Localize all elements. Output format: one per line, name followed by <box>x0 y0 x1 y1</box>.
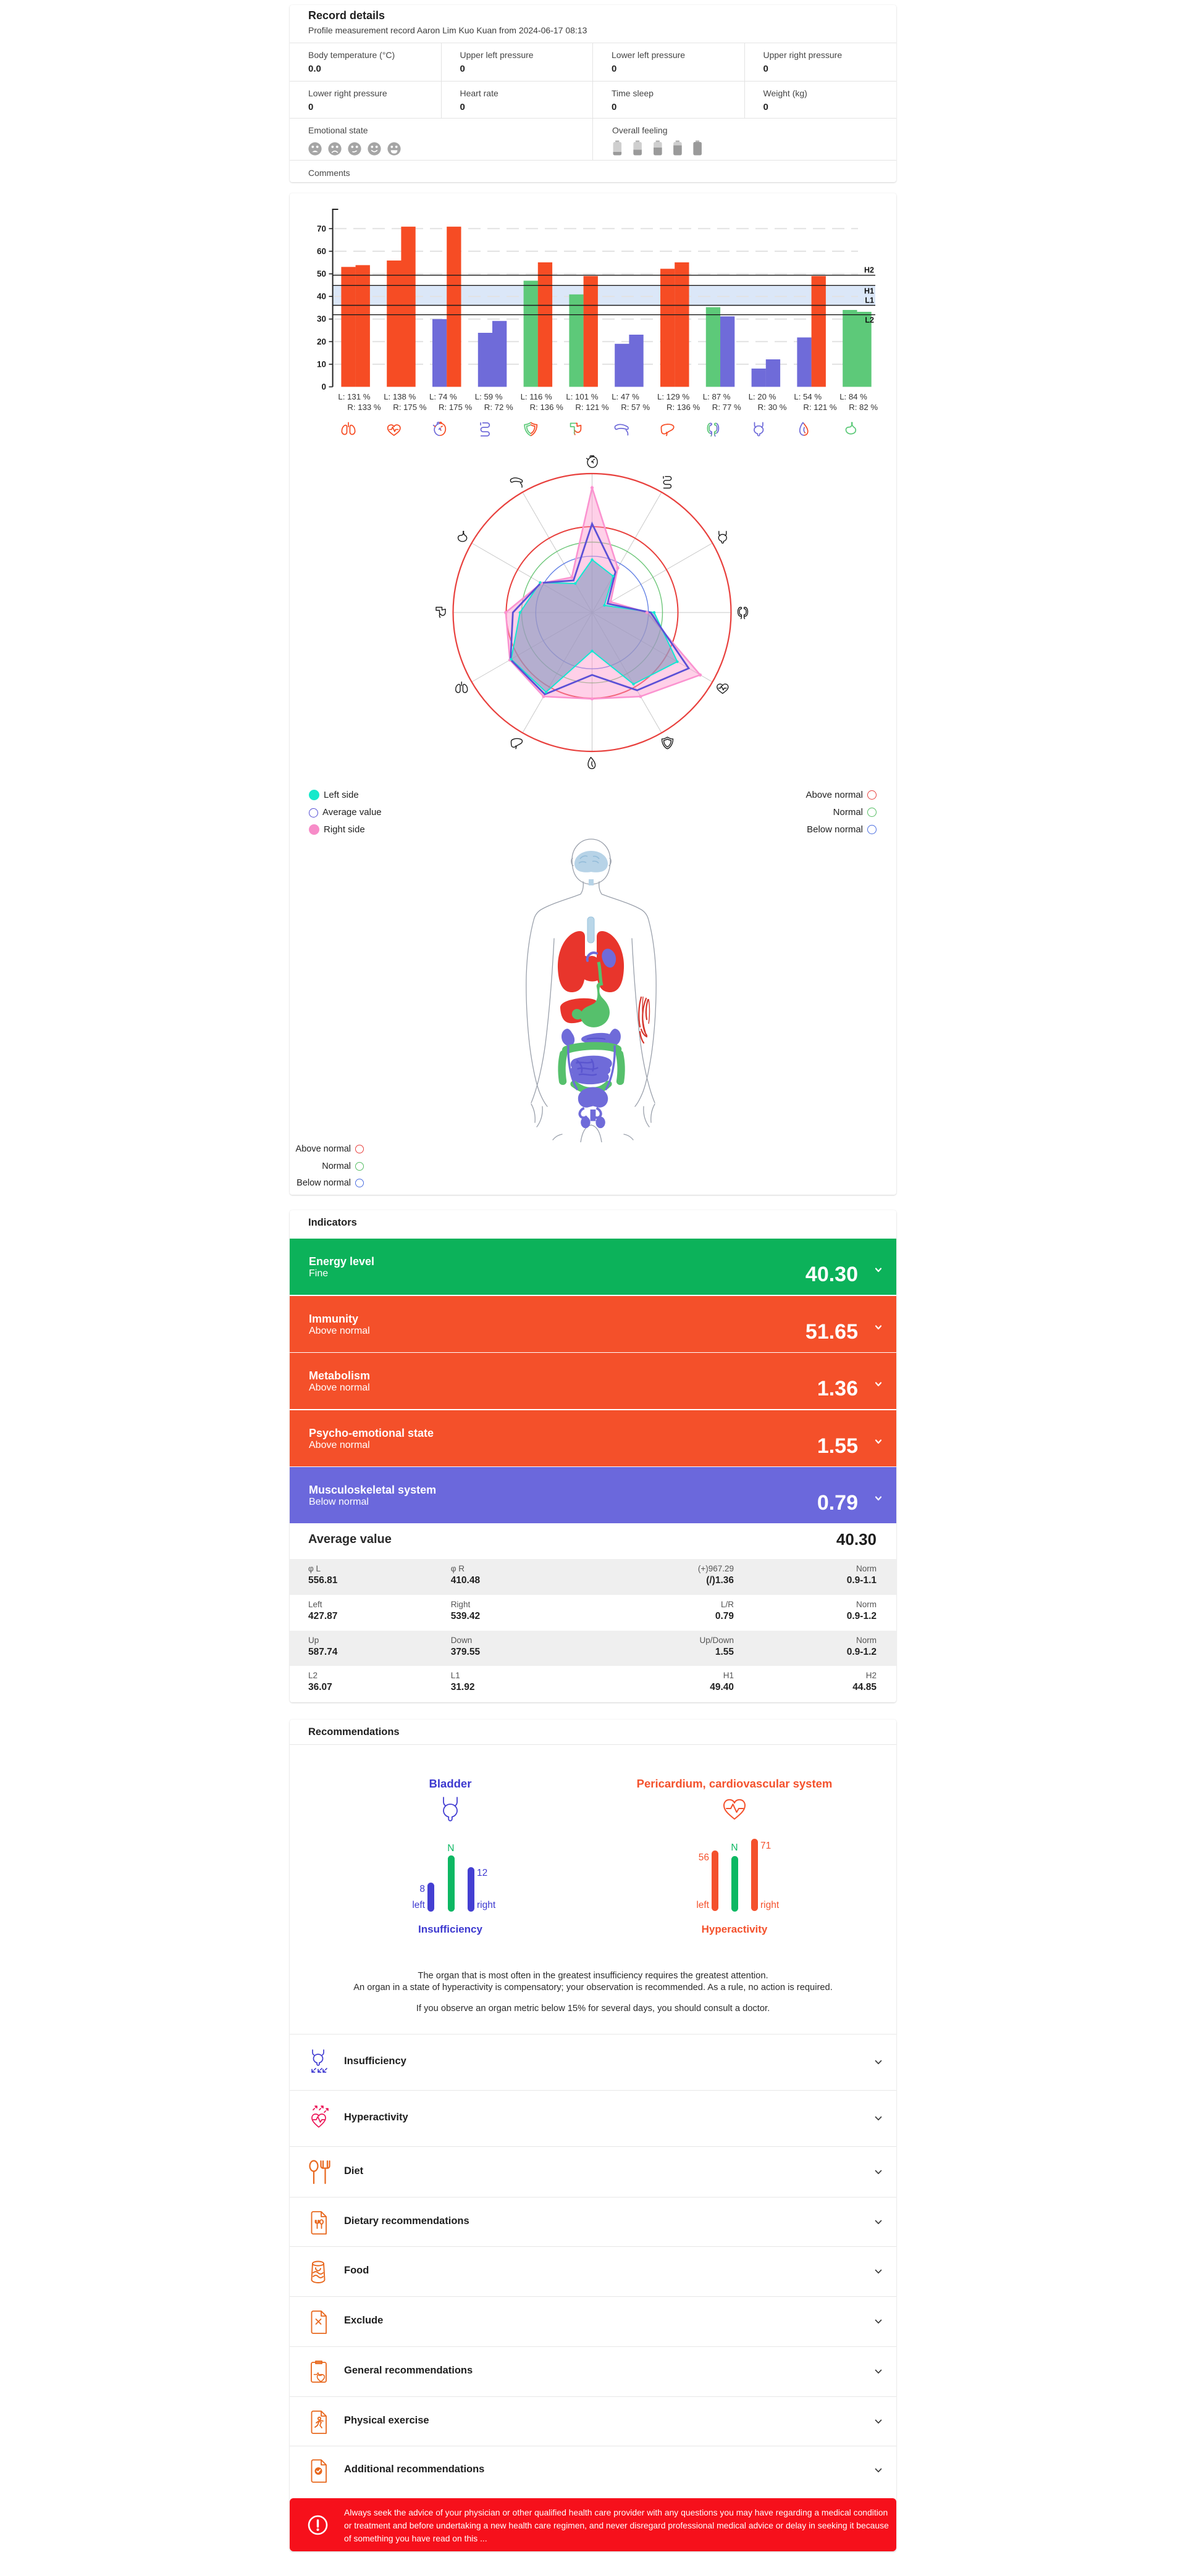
svg-text:0: 0 <box>321 382 326 391</box>
svg-text:30: 30 <box>317 314 326 324</box>
svg-text:L: 59 %: L: 59 % <box>475 392 503 401</box>
svg-text:H1: H1 <box>864 286 874 295</box>
svg-text:L2: L2 <box>865 316 874 325</box>
svg-text:70: 70 <box>317 224 326 233</box>
svg-text:R: 57 %: R: 57 % <box>621 403 650 412</box>
svg-text:R: 133 %: R: 133 % <box>347 403 381 412</box>
svg-text:40: 40 <box>317 292 326 301</box>
svg-text:L: 101 %: L: 101 % <box>566 392 598 401</box>
svg-text:L: 74 %: L: 74 % <box>429 392 457 401</box>
svg-text:R: 72 %: R: 72 % <box>484 403 513 412</box>
svg-text:10: 10 <box>317 359 326 369</box>
svg-text:L: 129 %: L: 129 % <box>657 392 689 401</box>
svg-text:R: 121 %: R: 121 % <box>575 403 609 412</box>
svg-text:L: 20 %: L: 20 % <box>749 392 776 401</box>
svg-text:L: 87 %: L: 87 % <box>703 392 731 401</box>
svg-text:R: 175 %: R: 175 % <box>393 403 427 412</box>
svg-text:L: 47 %: L: 47 % <box>612 392 639 401</box>
svg-text:L: 84 %: L: 84 % <box>839 392 867 401</box>
svg-text:60: 60 <box>317 246 326 256</box>
svg-text:50: 50 <box>317 269 326 278</box>
svg-text:H2: H2 <box>864 266 874 275</box>
svg-text:L: 116 %: L: 116 % <box>521 392 552 401</box>
svg-text:R: 136 %: R: 136 % <box>667 403 700 412</box>
svg-text:R: 121 %: R: 121 % <box>803 403 837 412</box>
svg-text:L: 131 %: L: 131 % <box>338 392 370 401</box>
svg-text:L: 138 %: L: 138 % <box>384 392 416 401</box>
svg-text:R: 30 %: R: 30 % <box>758 403 787 412</box>
svg-text:R: 175 %: R: 175 % <box>439 403 473 412</box>
svg-text:R: 77 %: R: 77 % <box>712 403 741 412</box>
svg-text:L: 54 %: L: 54 % <box>794 392 822 401</box>
svg-text:20: 20 <box>317 337 326 346</box>
svg-text:L1: L1 <box>865 296 874 305</box>
svg-text:R: 82 %: R: 82 % <box>849 403 878 412</box>
svg-text:R: 136 %: R: 136 % <box>530 403 564 412</box>
